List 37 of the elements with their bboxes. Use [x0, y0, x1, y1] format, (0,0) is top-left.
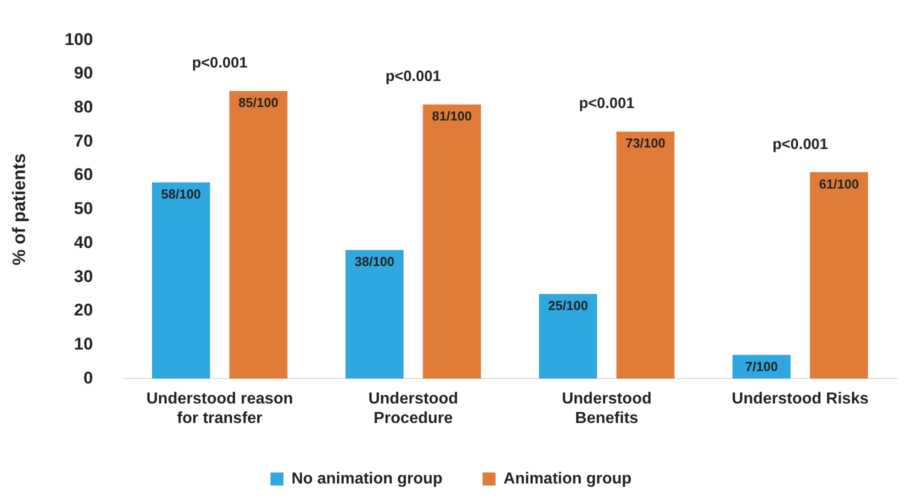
- data-label: 58/100: [161, 186, 201, 202]
- data-label: 7/100: [745, 358, 778, 374]
- x-tick-label: Understood Risks: [732, 390, 869, 408]
- bar: [539, 294, 598, 379]
- y-tick-label: 70: [74, 131, 93, 150]
- bar: [346, 250, 404, 379]
- bar: [810, 172, 868, 379]
- y-tick-label: 30: [74, 266, 93, 286]
- y-tick-label: 40: [74, 232, 93, 252]
- data-label: 81/100: [432, 108, 472, 124]
- y-tick-label: 80: [74, 98, 93, 117]
- y-tick-label: 100: [64, 30, 93, 49]
- bar: [229, 90, 288, 379]
- y-tick-label: 90: [74, 64, 93, 83]
- bar: [152, 182, 210, 379]
- data-label: 85/100: [238, 95, 278, 110]
- bar: [422, 104, 481, 379]
- annotation: p<0.001: [579, 95, 634, 112]
- legend-label: No animation group: [291, 470, 443, 488]
- annotation: p<0.001: [192, 54, 248, 72]
- annotation: p<0.001: [772, 136, 828, 153]
- y-tick-label: 0: [83, 368, 93, 388]
- x-tick-label: Understood Procedure: [368, 390, 458, 427]
- y-tick-label: 50: [74, 199, 93, 218]
- y-tick-label: 60: [74, 165, 93, 184]
- bar: [616, 132, 674, 379]
- data-label: 61/100: [819, 176, 859, 192]
- legend-label: Animation group: [504, 470, 632, 488]
- y-axis-title: % of patients: [8, 153, 29, 266]
- data-label: 38/100: [354, 254, 394, 270]
- data-label: 25/100: [548, 298, 588, 314]
- annotation: p<0.001: [385, 68, 441, 86]
- x-tick-label: Understood Benefits: [562, 390, 652, 427]
- data-label: 73/100: [626, 136, 666, 151]
- x-tick-label: Understood reason for transfer: [146, 390, 294, 427]
- y-tick-label: 10: [74, 334, 93, 354]
- y-tick-label: 20: [74, 300, 93, 320]
